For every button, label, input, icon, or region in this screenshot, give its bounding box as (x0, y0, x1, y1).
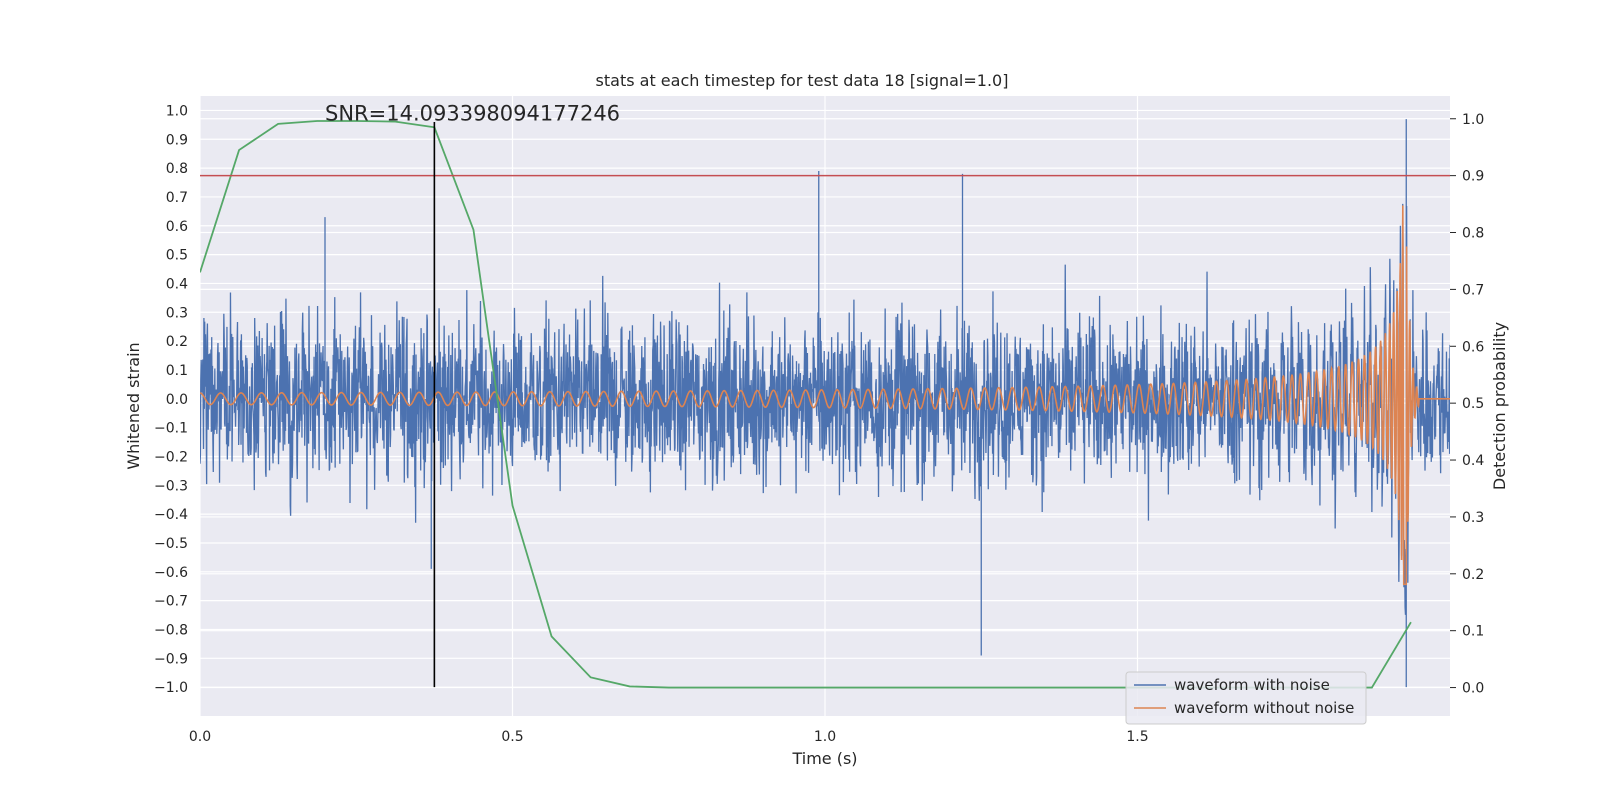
y-axis-right-label: Detection probability (1490, 322, 1509, 490)
legend-box (1125, 671, 1367, 725)
y-right-tick-label: 1.0 (1462, 112, 1484, 128)
y-tick-label: 0.7 (166, 190, 188, 206)
y-tick-label: −0.4 (154, 507, 188, 523)
y-right-tick-label: 0.4 (1462, 453, 1484, 469)
y-tick-label: −1.0 (154, 680, 188, 696)
legend-label-noise: waveform with noise (1174, 676, 1330, 694)
y-axis-label: Whitened strain (124, 342, 143, 469)
y-right-tick-label: 0.7 (1462, 282, 1484, 298)
x-tick-label: 1.5 (1126, 729, 1148, 745)
y-right-tick-label: 0.1 (1462, 624, 1484, 640)
y-right-tick-label: 0.2 (1462, 567, 1484, 583)
y-tick-label: −0.7 (154, 594, 188, 610)
y-tick-label: 0.9 (166, 132, 188, 148)
y-right-tick-label: 0.9 (1462, 169, 1484, 185)
y-tick-label: 0.6 (166, 219, 188, 235)
y-tick-label: 0.3 (166, 305, 188, 321)
chart-title: stats at each timestep for test data 18 … (596, 71, 1009, 90)
y-right-tick-label: 0.0 (1462, 681, 1484, 697)
y-tick-label: −0.8 (154, 622, 188, 638)
series-waveform-without-noise (200, 205, 1450, 586)
legend-label-clean: waveform without noise (1174, 699, 1354, 717)
y-tick-label: −0.3 (154, 478, 188, 494)
y-right-tick-label: 0.5 (1462, 396, 1484, 412)
y-tick-label: 0.8 (166, 161, 188, 177)
x-tick-label: 0.0 (189, 729, 211, 745)
y-axis-ticks: 1.0 0.9 0.8 0.7 0.6 0.5 0.4 0.3 0.2 0.1 0.0 −0.1 −0.… (154, 103, 188, 696)
x-axis-label: Time (s) (791, 749, 857, 768)
snr-annotation: SNR=14.093398094177246 (325, 101, 620, 125)
y-tick-label: 1.0 (166, 103, 188, 119)
y-axis-right-ticks: 1.0 0.9 0.8 0.7 0.6 0.5 0.4 0.3 0.2 0.1 0.0 (1450, 112, 1484, 697)
y-tick-label: 0.2 (166, 334, 188, 350)
y-tick-label: −0.2 (154, 449, 188, 465)
y-tick-label: 0.5 (166, 248, 188, 264)
y-tick-label: 0.0 (166, 392, 188, 408)
x-tick-label: 0.5 (501, 729, 523, 745)
y-tick-label: 0.4 (166, 276, 188, 292)
y-tick-label: 0.1 (166, 363, 188, 379)
y-tick-label: −0.6 (154, 565, 188, 581)
y-right-tick-label: 0.3 (1462, 510, 1484, 526)
y-tick-label: −0.1 (154, 421, 188, 437)
y-tick-label: −0.9 (154, 651, 188, 667)
y-tick-label: −0.5 (154, 536, 188, 552)
y-right-tick-label: 0.6 (1462, 339, 1484, 355)
y-right-tick-label: 0.8 (1462, 226, 1484, 242)
x-tick-label: 1.0 (814, 729, 836, 745)
x-axis-ticks: 0.0 0.5 1.0 1.5 (189, 729, 1149, 745)
legend: waveform with noise waveform without noi… (1125, 671, 1367, 725)
